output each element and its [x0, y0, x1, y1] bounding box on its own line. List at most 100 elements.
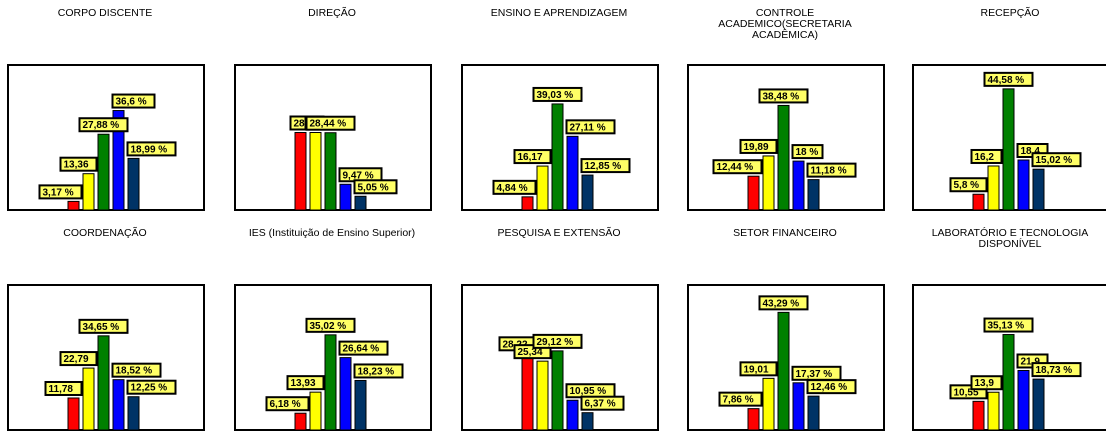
bar [67, 397, 80, 431]
data-label-text: 38,48 % [763, 91, 800, 102]
data-label-text: 13,9 [975, 378, 995, 389]
data-label-text: 16,2 [975, 152, 995, 163]
bar [339, 357, 352, 431]
data-label: 19,01 [739, 361, 778, 377]
chart-plot: 5,8 % 16,2 44,58 % 18,415,02 % [912, 64, 1106, 211]
bar [309, 391, 322, 431]
chart-title: CORPO DISCENTE [57, 7, 153, 19]
data-label-box [59, 351, 98, 367]
bar [1002, 88, 1015, 211]
bar [112, 379, 125, 431]
bar [987, 165, 1000, 211]
chart-plot: 11,78 22,79 34,65 % 18,52 % 12,25 % [7, 284, 205, 431]
data-label-text: 22,79 [64, 354, 89, 365]
chart-plot: 3,17 % 13,36 27,88 % 36,6 % 18,99 % [7, 64, 205, 211]
data-label-text: 6,18 % [270, 399, 301, 410]
data-label-text: 11,18 % [811, 166, 847, 177]
bar [1017, 159, 1030, 211]
bar [747, 175, 760, 211]
data-label-text: 35,02 % [310, 321, 347, 332]
chart-plot: 282828,44 %9,47 %5,05 % [234, 64, 432, 211]
data-label-text: 27,11 % [570, 122, 606, 133]
bar [127, 396, 140, 431]
data-label: 15,02 % [1031, 152, 1082, 168]
bar [67, 200, 80, 211]
data-label-text: 9,47 % [343, 170, 374, 181]
data-label-text: 6,37 % [585, 399, 616, 410]
data-label: 12,44 % [712, 159, 763, 175]
data-label-box [806, 379, 857, 395]
bar [536, 165, 549, 211]
data-label: 29,12 % [532, 333, 583, 349]
data-label-text: 18 % [796, 147, 819, 158]
data-label: 11,18 % [806, 162, 857, 178]
data-label-text: 19,89 [744, 142, 769, 153]
data-label-box [983, 317, 1034, 333]
data-label-box [338, 340, 389, 356]
data-label-box [126, 141, 177, 157]
bar [112, 110, 125, 211]
data-label: 13,93 [286, 375, 325, 391]
data-label-text: 25,34 [518, 347, 543, 358]
data-label-text: 12,46 % [811, 382, 848, 393]
bar [551, 103, 564, 211]
data-label-box [126, 379, 177, 395]
chart-plot: 4,84 % 16,17 39,03 % 27,11 % 12,85 % [461, 64, 659, 211]
data-label-box [111, 362, 162, 378]
data-label: 39,03 % [532, 86, 583, 102]
data-label-box [739, 138, 778, 154]
bar [581, 412, 594, 431]
chart-title: DIREÇÃO [308, 7, 356, 19]
chart-title: SETOR FINANCEIRO [733, 227, 837, 239]
data-label: 18 % [791, 144, 824, 160]
data-label-text: 43,29 % [763, 298, 800, 309]
data-label-box [970, 148, 1003, 164]
data-label-text: 21,9 [1021, 356, 1041, 367]
data-label-box [758, 295, 809, 311]
data-label-text: 44,58 % [988, 75, 1025, 86]
data-label-text: 29,12 % [537, 337, 574, 348]
bar [324, 132, 337, 211]
chart-plot: 12,44 % 19,89 38,48 % 18 % 11,18 % [687, 64, 885, 211]
data-label: 16,2 [970, 148, 1003, 164]
data-label-box [286, 375, 325, 391]
bar [97, 133, 110, 211]
data-label-text: 18,52 % [116, 366, 153, 377]
bar [762, 377, 775, 431]
bar [1002, 334, 1015, 431]
data-label: 44,58 % [983, 71, 1034, 87]
data-label-box [1031, 152, 1082, 168]
data-label-box [38, 184, 83, 200]
data-label-text: 10,55 [954, 387, 979, 398]
data-label-box [265, 396, 310, 412]
data-label-box [353, 363, 404, 379]
data-label-box [718, 391, 763, 407]
bar [324, 334, 337, 431]
chart-title: ENSINO E APRENDIZAGEM [490, 7, 628, 19]
data-label-text: 26,64 % [343, 344, 380, 355]
data-label-text: 18,73 % [1036, 365, 1073, 376]
data-label-text: 27,88 % [83, 120, 120, 131]
bar [581, 174, 594, 211]
data-label: 6,18 % [265, 396, 310, 412]
data-label: 6,37 % [580, 395, 625, 411]
data-label-box [44, 380, 83, 396]
bar [354, 379, 367, 431]
data-label-text: 34,65 % [83, 322, 120, 333]
bar [521, 352, 534, 431]
data-label: 18,99 % [126, 141, 177, 157]
chart-title: PESQUISA E EXTENSÃO [497, 227, 621, 239]
data-label-text: 18,99 % [131, 144, 168, 155]
data-label: 26,64 % [338, 340, 389, 356]
data-label: 5,8 % [949, 177, 988, 193]
data-label-box [580, 158, 631, 174]
bar [807, 179, 820, 211]
data-label-text: 10,95 % [570, 386, 607, 397]
data-label-box [78, 117, 129, 133]
data-label: 38,48 % [758, 88, 809, 104]
data-label: 11,78 [44, 380, 83, 396]
data-label: 7,86 % [718, 391, 763, 407]
data-label: 4,84 % [492, 179, 537, 195]
data-label-box [532, 333, 583, 349]
